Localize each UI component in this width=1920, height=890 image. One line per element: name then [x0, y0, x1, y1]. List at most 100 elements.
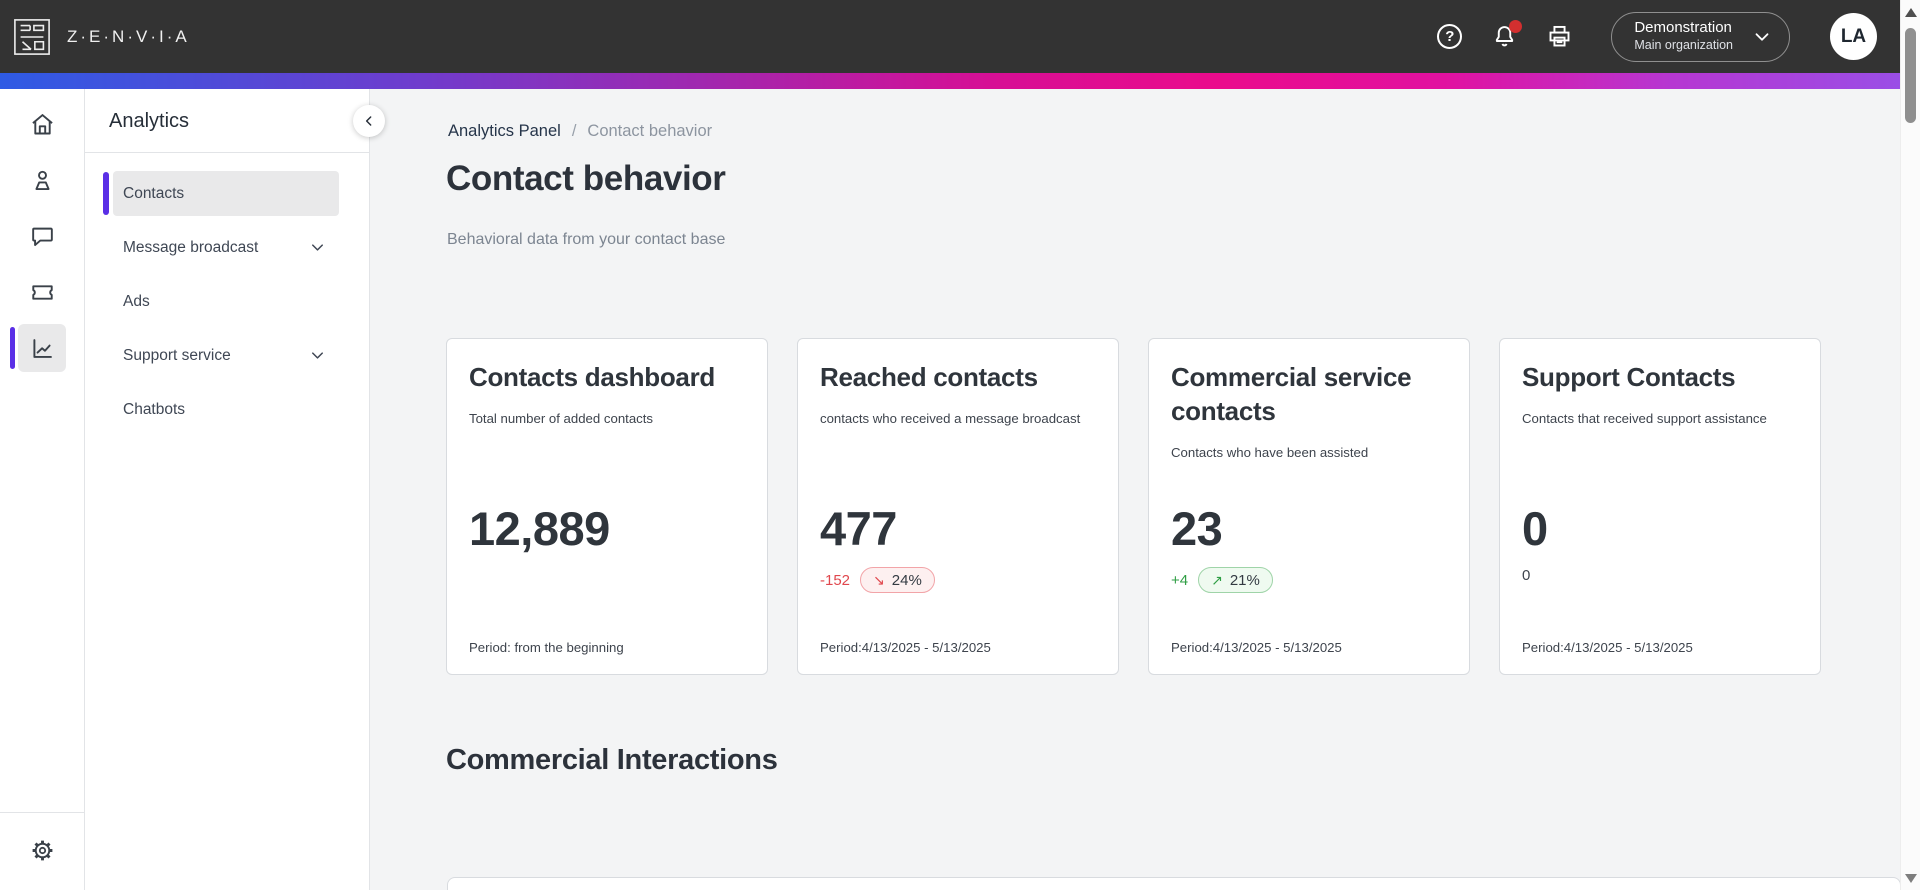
page-title: Contact behavior	[446, 159, 726, 198]
chevron-down-icon	[308, 238, 327, 257]
print-button[interactable]	[1546, 23, 1573, 50]
sidebar-title: Analytics	[109, 110, 190, 132]
card-description: Contacts who have been assisted	[1171, 444, 1369, 460]
card-delta-row: +4 ↗ 21%	[1171, 567, 1273, 593]
scroll-down-arrow[interactable]	[1905, 874, 1917, 883]
trend-badge-negative: ↘ 24%	[860, 567, 935, 593]
chat-bubble-icon	[31, 227, 53, 246]
card-delta-row: 0	[1522, 567, 1530, 584]
card-value: 23	[1171, 502, 1223, 555]
sidebar-item-label: Chatbots	[123, 400, 186, 418]
delta-value: +4	[1171, 571, 1189, 589]
brand-name: Z·E·N·V·I·A	[67, 26, 190, 46]
card-title: Support Contacts	[1522, 362, 1736, 392]
sidebar-item-message-broadcast[interactable]: Message broadcast	[113, 225, 339, 270]
kpi-cards-row: Contacts dashboard Total number of added…	[446, 338, 1821, 675]
card-contacts-dashboard: Contacts dashboard Total number of added…	[446, 338, 768, 675]
card-support-contacts: Support Contacts Contacts that received …	[1499, 338, 1821, 675]
active-rail-indicator	[10, 327, 15, 369]
rail-item-analytics[interactable]	[10, 324, 66, 372]
card-period: Period:4/13/2025 - 5/13/2025	[1171, 640, 1342, 655]
card-period: Period:4/13/2025 - 5/13/2025	[820, 640, 991, 655]
rail-item-conversations[interactable]	[18, 212, 66, 260]
scroll-up-arrow[interactable]	[1905, 8, 1917, 17]
commercial-interactions-card	[447, 877, 1900, 890]
breadcrumb-current: Contact behavior	[587, 122, 713, 140]
card-title: Commercial service contacts	[1171, 362, 1412, 426]
help-icon: ?	[1437, 24, 1463, 49]
sidebar-item-label: Support service	[123, 346, 231, 364]
trend-percent: 24%	[891, 571, 922, 589]
card-description: Contacts that received support assistanc…	[1522, 410, 1767, 426]
brand[interactable]: Z·E·N·V·I·A	[13, 18, 190, 56]
sidebar-item-chatbots[interactable]: Chatbots	[113, 387, 339, 432]
card-description: contacts who received a message broadcas…	[820, 410, 1081, 426]
top-bar: Z·E·N·V·I·A ?	[0, 0, 1900, 73]
rail-divider	[0, 812, 84, 813]
card-reached-contacts: Reached contacts contacts who received a…	[797, 338, 1119, 675]
card-period: Period:4/13/2025 - 5/13/2025	[1522, 640, 1693, 655]
sidebar-collapse-button[interactable]	[353, 105, 385, 137]
chevron-down-icon	[1755, 32, 1769, 41]
rail-item-tickets[interactable]	[18, 268, 66, 316]
sidebar-nav: Contacts Message broadcast Ads Support s…	[85, 153, 369, 432]
rail-item-settings[interactable]	[18, 826, 66, 874]
sidebar-header: Analytics	[85, 89, 385, 153]
chevron-down-icon	[308, 346, 327, 365]
user-icon	[34, 170, 50, 190]
brand-gradient-bar	[0, 73, 1900, 89]
printer-icon	[1549, 25, 1570, 47]
active-item-indicator	[103, 172, 109, 215]
trend-up-icon: ↗	[1211, 571, 1223, 588]
card-title: Reached contacts	[820, 362, 1038, 392]
icon-rail	[0, 89, 85, 890]
sidebar-item-ads[interactable]: Ads	[113, 279, 339, 324]
notification-badge	[1509, 20, 1523, 33]
zenvia-logo-icon	[14, 18, 50, 55]
organization-subtitle: Main organization	[1634, 38, 1733, 53]
card-value: 0	[1522, 502, 1548, 555]
trend-down-icon: ↘	[873, 571, 885, 588]
ticket-icon	[31, 284, 53, 300]
organization-name: Demonstration	[1634, 19, 1732, 37]
scrollbar-thumb[interactable]	[1905, 28, 1916, 123]
delta-value: -152	[820, 571, 851, 589]
card-description: Total number of added contacts	[469, 410, 654, 426]
gear-icon	[32, 840, 52, 860]
user-avatar[interactable]: LA	[1830, 13, 1877, 60]
sidebar-item-contacts[interactable]: Contacts	[103, 171, 339, 216]
bell-icon	[1496, 26, 1514, 47]
card-period: Period: from the beginning	[469, 640, 624, 655]
main-content: Analytics Panel / Contact behavior Conta…	[370, 89, 1900, 890]
sidebar-item-support-service[interactable]: Support service	[113, 333, 339, 378]
card-delta-row: -152 ↘ 24%	[820, 567, 935, 593]
help-button[interactable]: ?	[1436, 23, 1463, 50]
sidebar-item-label: Message broadcast	[123, 238, 259, 256]
home-icon	[31, 113, 53, 134]
page-subtitle: Behavioral data from your contact base	[447, 231, 726, 248]
sidebar-item-label: Ads	[123, 292, 150, 310]
breadcrumb: Analytics Panel / Contact behavior	[448, 122, 712, 141]
delta-value: 0	[1522, 567, 1531, 584]
notifications-button[interactable]	[1491, 20, 1523, 50]
vertical-scrollbar	[1900, 0, 1920, 890]
card-value: 477	[820, 502, 897, 555]
card-title: Contacts dashboard	[469, 362, 715, 392]
rail-item-contacts[interactable]	[18, 156, 66, 204]
section-title-commercial-interactions: Commercial Interactions	[446, 744, 778, 776]
trend-percent: 21%	[1229, 571, 1260, 589]
rail-item-home[interactable]	[18, 100, 66, 148]
breadcrumb-analytics-panel[interactable]: Analytics Panel	[448, 122, 561, 140]
organization-switcher[interactable]: Demonstration Main organization	[1611, 11, 1790, 62]
card-commercial-service-contacts: Commercial service contacts Contacts who…	[1148, 338, 1470, 675]
rail-items	[0, 89, 84, 372]
trend-badge-positive: ↗ 21%	[1198, 567, 1273, 593]
chevron-left-icon	[365, 116, 372, 126]
breadcrumb-separator: /	[571, 122, 577, 140]
line-chart-icon	[32, 338, 52, 358]
sidebar-item-label: Contacts	[123, 184, 185, 202]
organization-labels: Demonstration Main organization	[1634, 19, 1733, 53]
top-bar-controls: ? Demonstration M	[1436, 0, 1900, 73]
analytics-sidebar: Analytics Contacts Message broadcast Ads	[85, 89, 385, 890]
